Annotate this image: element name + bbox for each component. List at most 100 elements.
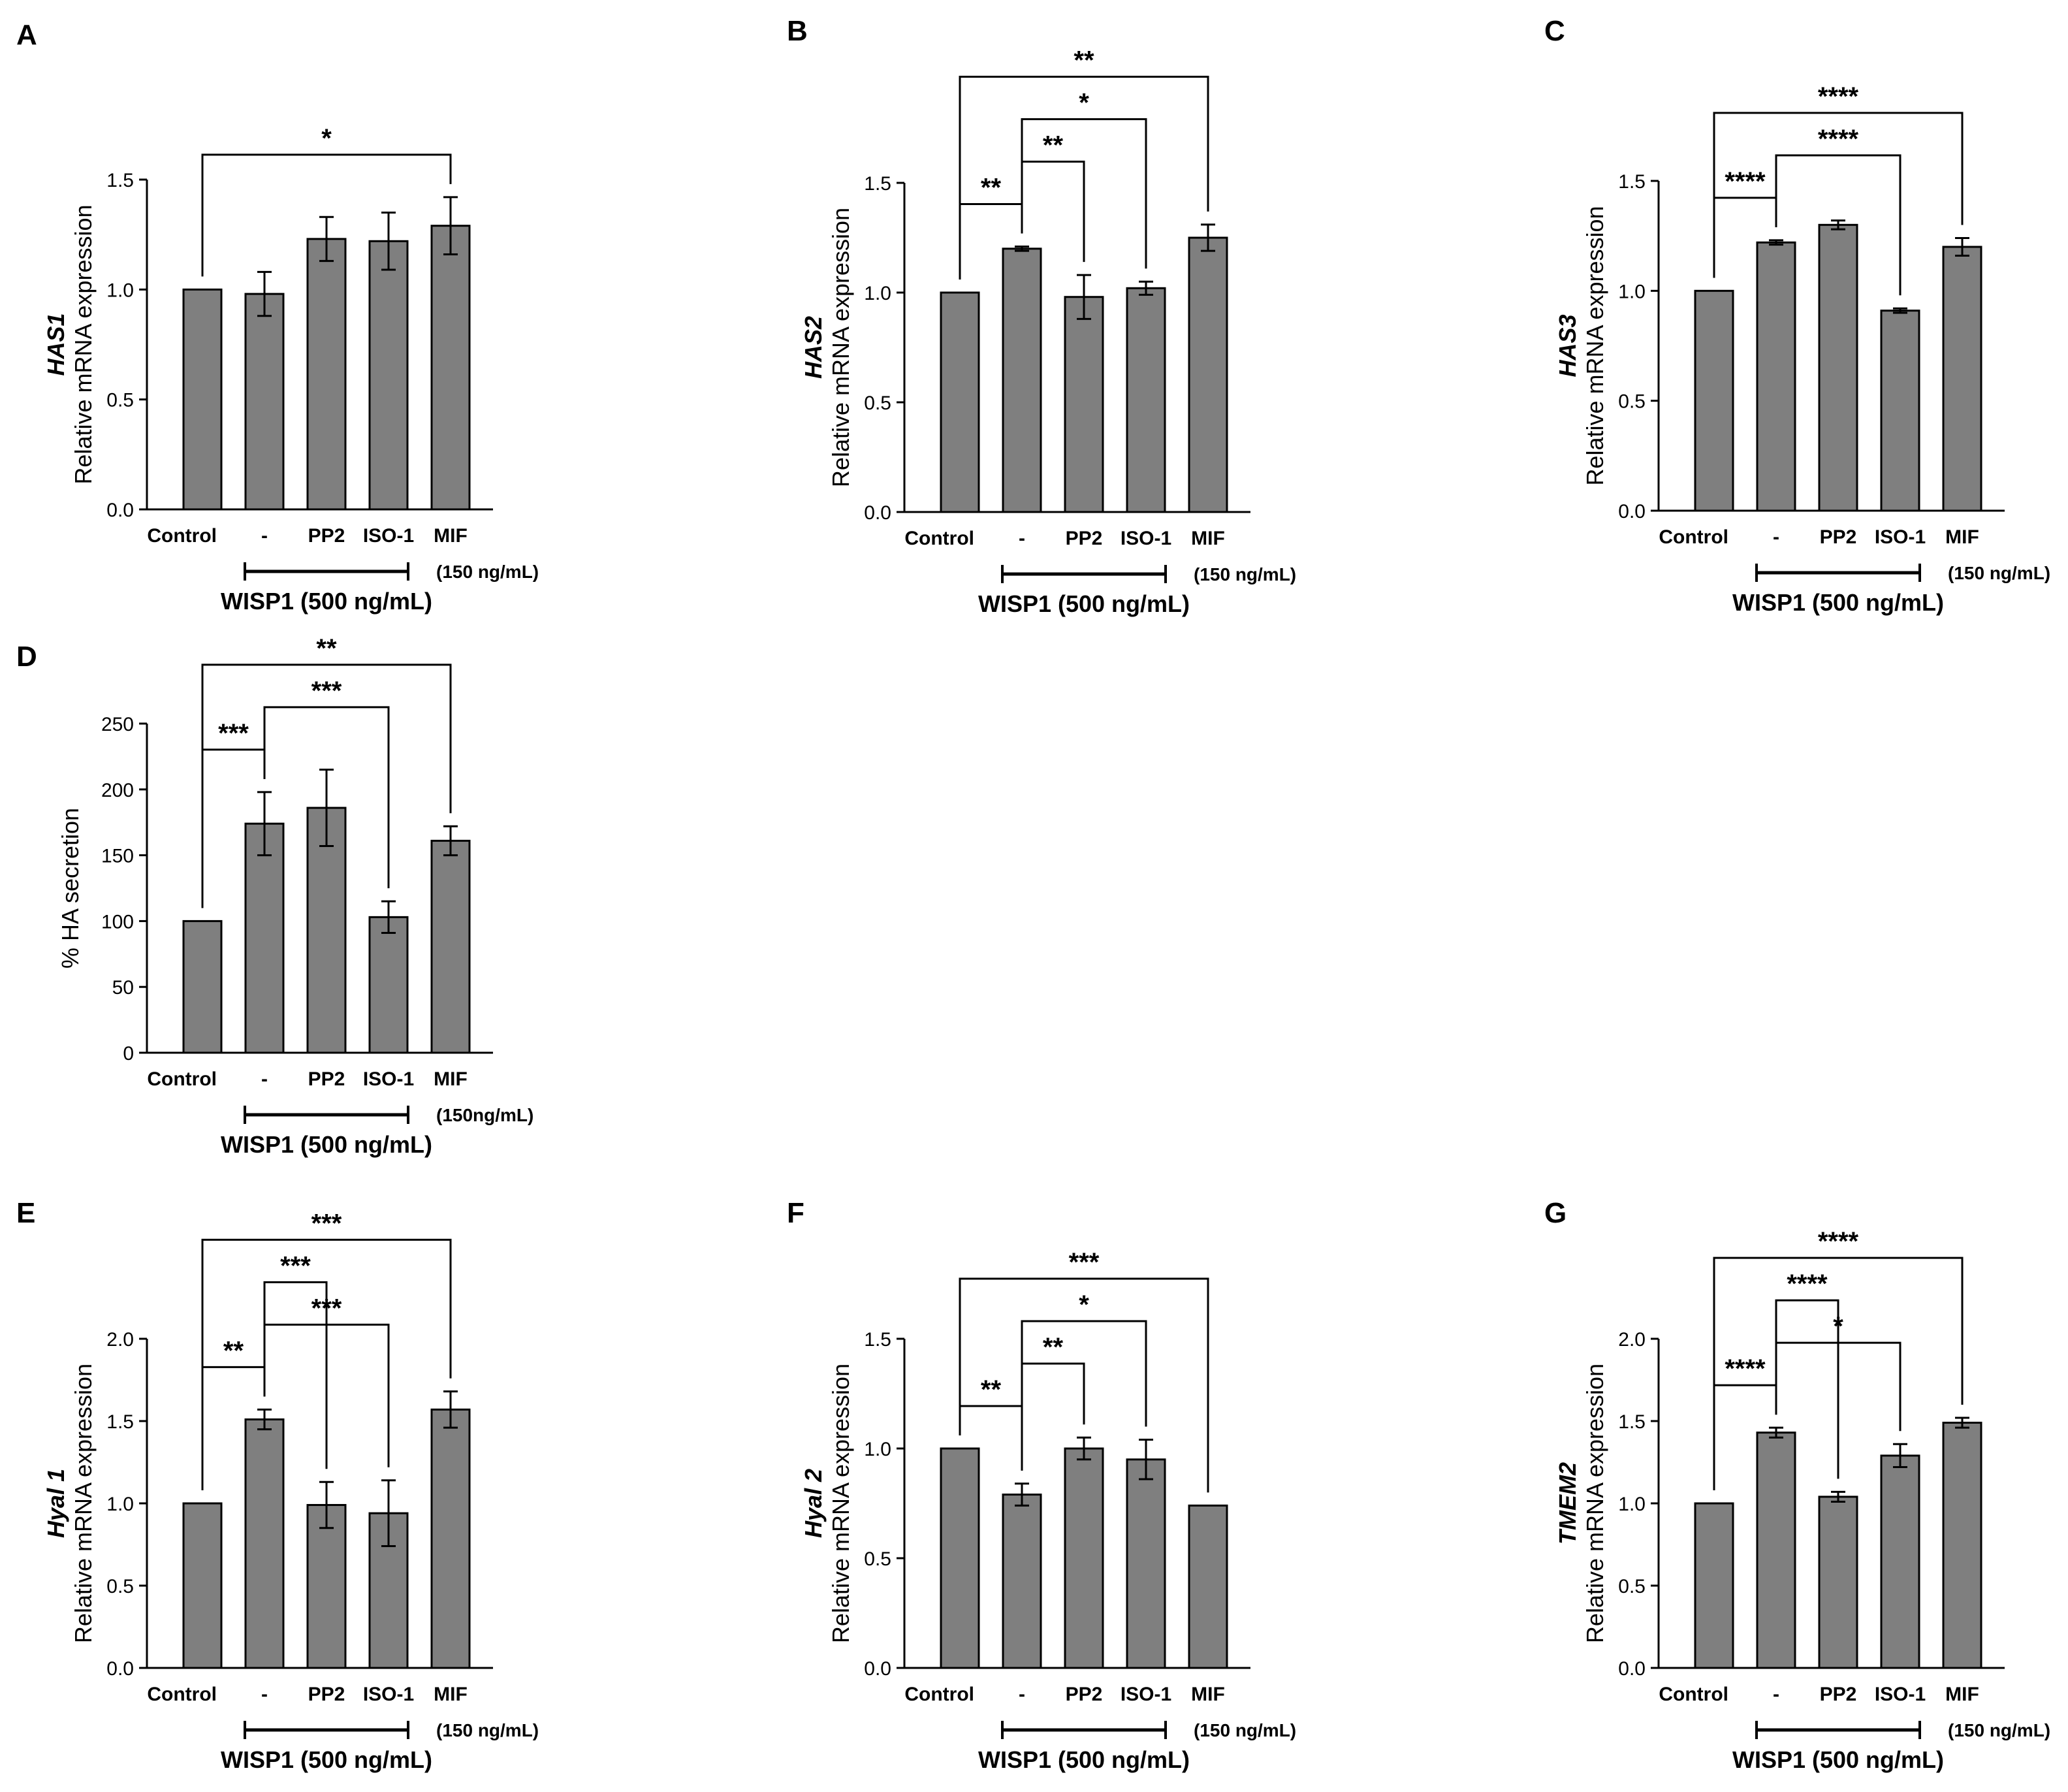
treatment-label: WISP1 (500 ng/mL) (1732, 589, 1944, 616)
bar-3 (1126, 287, 1166, 513)
significance-bracket (959, 1277, 1209, 1493)
bar-1 (1756, 1432, 1796, 1669)
bar-0 (182, 288, 223, 511)
y-axis-label: Relative mRNA expression (1582, 1364, 1608, 1643)
category-label: Control (904, 528, 974, 549)
significance-bracket (959, 75, 1209, 280)
mif-concentration: (150 ng/mL) (436, 1720, 539, 1740)
mif-concentration: (150 ng/mL) (436, 562, 539, 582)
category-label: Control (1659, 526, 1728, 548)
y-axis-label: Relative mRNA expression (827, 1364, 854, 1643)
significance-label: * (1079, 1290, 1089, 1319)
category-label: Control (147, 1068, 217, 1090)
category-label: ISO-1 (1121, 1684, 1171, 1705)
significance-label: ** (1074, 46, 1094, 74)
y-tick-label: 1.0 (106, 1494, 134, 1515)
panel-label: E (16, 1197, 35, 1229)
category-label: MIF (1945, 526, 1979, 548)
bar-1 (1756, 241, 1796, 512)
y-tick-label: 0 (123, 1043, 134, 1064)
significance-label: *** (218, 719, 249, 748)
category-label: PP2 (308, 1684, 345, 1705)
significance-bracket (263, 706, 390, 889)
y-axis-label: Relative mRNA expression (827, 208, 854, 487)
bar-0 (1694, 1502, 1734, 1669)
bar-4 (430, 1408, 471, 1669)
bar-2 (1064, 1447, 1104, 1669)
panel-label: F (787, 1197, 804, 1229)
bar-1 (244, 293, 285, 511)
significance-bracket (201, 1238, 452, 1490)
panel-label: B (787, 15, 808, 47)
panel-g: G 0.0 0.5 1.0 1.5 2.0 Relative mRNA expression… (1544, 1197, 2050, 1773)
significance-label: ** (1043, 1333, 1064, 1362)
y-tick-label: 1.5 (864, 173, 891, 195)
category-label: Control (1659, 1684, 1728, 1705)
category-label: - (261, 1068, 268, 1090)
category-label: PP2 (1820, 526, 1857, 548)
category-label: MIF (1191, 1684, 1225, 1705)
y-tick-label: 0.0 (106, 1658, 134, 1680)
category-label: PP2 (308, 525, 345, 547)
bar-1 (1002, 1494, 1042, 1669)
category-label: MIF (434, 525, 468, 547)
significance-label: * (1079, 88, 1089, 117)
significance-bracket (1775, 154, 1901, 296)
category-label: Control (147, 525, 217, 547)
significance-bracket (1775, 1299, 1839, 1479)
bar-0 (1694, 289, 1734, 512)
significance-label: *** (1069, 1248, 1100, 1277)
bar-3 (1880, 1454, 1920, 1669)
y-tick-label: 0.5 (1618, 1576, 1646, 1597)
bar-0 (182, 1502, 223, 1669)
y-tick-label: 1.5 (864, 1329, 891, 1351)
treatment-label: WISP1 (500 ng/mL) (221, 588, 432, 615)
category-label: ISO-1 (1875, 1684, 1926, 1705)
panel-b: B 0.0 0.5 1.0 1.5 Relative mRNA expressionHAS… (787, 15, 1296, 617)
significance-label: ** (1043, 131, 1064, 159)
significance-label: **** (1818, 125, 1859, 153)
category-label: - (1019, 528, 1025, 549)
bar-3 (1126, 1458, 1166, 1669)
panel-d: D 0 50 100 150 200 250 % HA secretion Control - PP… (16, 634, 533, 1158)
significance-bracket (1713, 1256, 1964, 1490)
significance-bracket (201, 153, 452, 277)
category-label: MIF (1191, 528, 1225, 549)
bar-4 (1188, 236, 1228, 513)
y-axis-gene-label: TMEM2 (1554, 1462, 1581, 1544)
bar-4 (1188, 1504, 1228, 1669)
mif-concentration: (150 ng/mL) (1948, 1720, 2050, 1740)
mif-concentration: (150 ng/mL) (1194, 564, 1296, 584)
y-axis-label: Relative mRNA expression (70, 1364, 97, 1643)
significance-label: * (321, 124, 332, 153)
category-label: - (1019, 1684, 1025, 1705)
significance-bracket (201, 664, 452, 908)
y-tick-label: 1.5 (106, 1411, 134, 1433)
category-label: ISO-1 (363, 1684, 414, 1705)
category-label: - (1773, 526, 1779, 548)
bar-4 (430, 839, 471, 1054)
significance-label: *** (311, 1209, 342, 1238)
bar-3 (368, 916, 409, 1054)
y-tick-label: 2.0 (1618, 1329, 1646, 1351)
significance-bracket (1021, 1320, 1147, 1471)
mif-concentration: (150 ng/mL) (1948, 563, 2050, 583)
bar-4 (1942, 246, 1982, 512)
y-tick-label: 0.0 (864, 502, 891, 524)
y-tick-label: 0.5 (106, 390, 134, 411)
y-axis-gene-label: HAS3 (1554, 314, 1581, 377)
significance-label: *** (311, 677, 342, 705)
bar-1 (244, 1418, 285, 1669)
y-tick-label: 1.0 (864, 1439, 891, 1460)
category-label: PP2 (1820, 1684, 1857, 1705)
category-label: - (261, 525, 268, 547)
bar-4 (1942, 1422, 1982, 1669)
panel-a: A 0.0 0.5 1.0 1.5 Relative mRNA expressionHAS… (16, 19, 539, 615)
significance-label: **** (1818, 1227, 1859, 1256)
panel-label: C (1544, 15, 1565, 47)
y-tick-label: 0.5 (864, 392, 891, 414)
y-tick-label: 1.0 (864, 283, 891, 304)
significance-label: ** (223, 1336, 244, 1365)
significance-bracket (263, 1281, 328, 1469)
bar-3 (1880, 310, 1920, 512)
